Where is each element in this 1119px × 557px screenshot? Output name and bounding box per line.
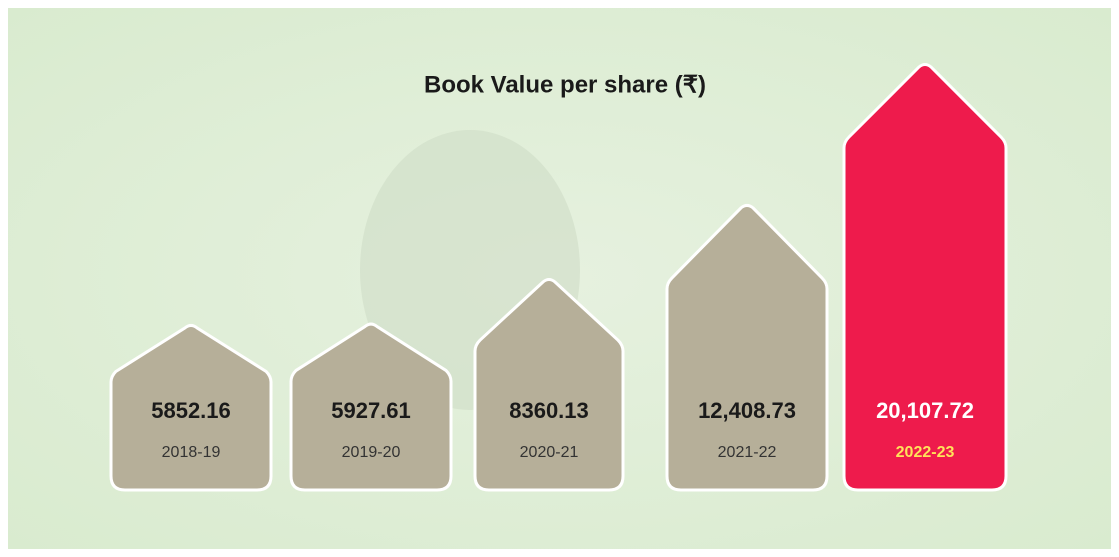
value-label: 20,107.72: [876, 398, 974, 423]
bar: [473, 278, 625, 492]
chart-title: Book Value per share (₹): [424, 71, 706, 98]
category-label: 2021-22: [718, 444, 777, 461]
category-label: 2020-21: [520, 444, 579, 461]
bar: [289, 322, 453, 492]
bar: [842, 63, 1008, 492]
value-label: 5927.61: [331, 398, 411, 423]
category-label: 2019-20: [342, 444, 401, 461]
category-label: 2018-19: [162, 444, 221, 461]
value-label: 12,408.73: [698, 398, 796, 423]
category-label: 2022-23: [896, 444, 955, 461]
bar: [665, 203, 829, 492]
value-label: 8360.13: [509, 398, 589, 423]
value-label: 5852.16: [151, 398, 231, 423]
bar: [109, 323, 273, 492]
